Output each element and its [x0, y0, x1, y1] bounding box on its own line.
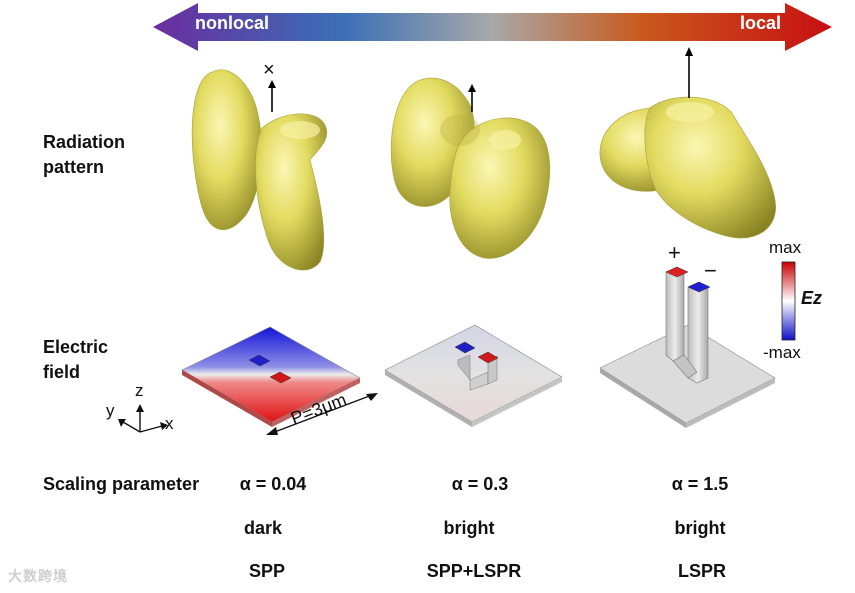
minus-charge-label: − — [704, 258, 717, 283]
dipole-arrow-1 — [268, 80, 276, 112]
alpha-value: α = 0.04 — [239, 474, 307, 494]
locality-arrow — [153, 3, 832, 51]
period-arrow — [266, 393, 378, 435]
colorbar-max-label: max — [769, 238, 802, 257]
mode-label: SPP+LSPR — [426, 561, 522, 581]
alpha-value: α = 1.5 — [671, 474, 729, 494]
brightness-label: dark — [243, 518, 283, 538]
axis-y-label: y — [106, 401, 115, 420]
local-label: local — [740, 13, 782, 33]
axis-z-label: z — [135, 381, 144, 400]
axes-icon — [118, 404, 168, 433]
nonlocal-label: nonlocal — [195, 13, 270, 33]
colorbar-quantity-label: Ez — [801, 288, 823, 308]
electric-field-label: Electric field — [43, 337, 109, 382]
plus-charge-label: + — [668, 240, 681, 265]
radiation-pattern-1 — [191, 69, 328, 271]
dipole-arrow-3 — [685, 47, 693, 98]
colorbar — [781, 261, 796, 341]
dipole-arrow-2 — [468, 84, 476, 112]
radiation-pattern-label: Radiation pattern — [43, 132, 126, 177]
mode-label: SPP — [248, 561, 286, 581]
field-plate-2 — [384, 324, 563, 427]
scaling-parameter-label: Scaling parameter — [43, 474, 200, 494]
colorbar-min-label: -max — [763, 343, 801, 362]
alpha-value: α = 0.3 — [451, 474, 509, 494]
watermark-logo: 大数跨境 — [8, 568, 68, 584]
mode-label: LSPR — [677, 561, 726, 581]
axis-x-label: x — [165, 414, 174, 433]
radiation-pattern-3 — [599, 96, 776, 239]
dipole-cross-icon: × — [263, 59, 275, 81]
field-plate-3 — [599, 266, 776, 428]
radiation-pattern-2 — [390, 77, 551, 259]
brightness-label: bright — [674, 518, 726, 538]
field-plate-1 — [181, 326, 361, 427]
brightness-label: bright — [443, 518, 495, 538]
